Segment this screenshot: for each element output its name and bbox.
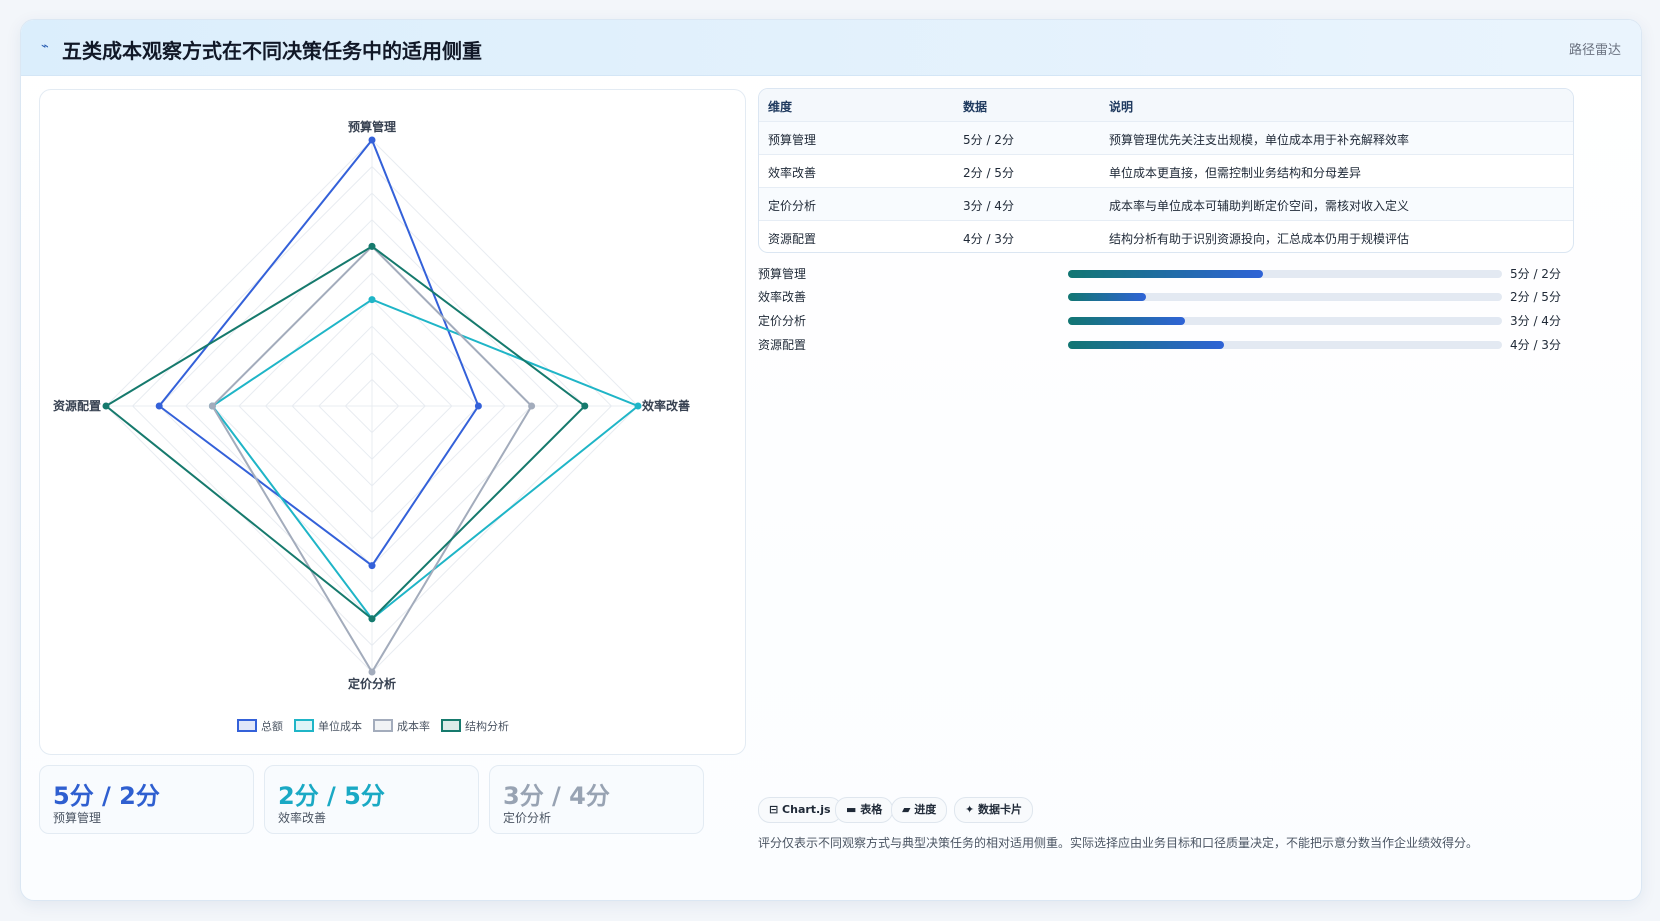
table-header-row: 维度 数据 说明 — [759, 89, 1573, 122]
table-cell: 预算管理优先关注支出规模，单位成本用于补充解释效率 — [1109, 133, 1410, 147]
table-cell: 2分 / 5分 — [963, 166, 1014, 180]
progress-value: 3分 / 4分 — [1510, 314, 1561, 328]
kpi-label: 效率改善 — [278, 811, 327, 825]
table-cell: 3分 / 4分 — [963, 199, 1014, 213]
progress-fill — [1068, 270, 1264, 278]
table-header-cell: 维度 — [768, 100, 793, 114]
radar-chart-panel: 预算管理效率改善定价分析 资源配置总额 单位成本 成本率 结构分析 — [39, 89, 746, 755]
radar-icon: ⌁ — [41, 39, 49, 54]
axis-label: 预算管理 — [348, 119, 396, 134]
progress-label: 预算管理 — [758, 267, 807, 281]
progress-fill — [1068, 293, 1147, 301]
table-row: 预算管理 5分 / 2分 预算管理优先关注支出规模，单位成本用于补充解释效率 — [759, 121, 1573, 155]
data-point — [528, 402, 536, 410]
header-tag: 路径雷达 — [1568, 43, 1621, 58]
progress-row: 资源配置 4分 / 3分 — [758, 336, 1578, 356]
chip-chartjs[interactable]: ⊟ Chart.js — [758, 797, 842, 823]
legend-label: 总额 — [261, 719, 283, 733]
data-point — [368, 136, 376, 144]
progress-track — [1068, 293, 1502, 301]
table-header-cell: 说明 — [1109, 100, 1134, 114]
chip-data-card[interactable]: ✦ 数据卡片 — [954, 797, 1034, 823]
data-point — [155, 402, 163, 410]
table-row: 定价分析 3分 / 4分 成本率与单位成本可辅助判断定价空间，需核对收入定义 — [759, 187, 1573, 221]
kpi-value: 3分 / 4分 — [503, 782, 610, 810]
progress-label: 资源配置 — [758, 338, 807, 352]
data-point — [368, 242, 376, 250]
kpi-card: 2分 / 5分 效率改善 — [264, 765, 479, 834]
progress-value: 5分 / 2分 — [1510, 267, 1561, 281]
data-point — [368, 615, 376, 623]
table-cell: 5分 / 2分 — [963, 133, 1014, 147]
chip-progress[interactable]: ▰ 进度 — [891, 797, 948, 823]
main-card: ⌁ 五类成本观察方式在不同决策任务中的适用侧重 路径雷达 预算管理 效率改善 定价分… — [20, 19, 1642, 901]
progress-label: 效率改善 — [758, 290, 807, 304]
progress-value: 4分 / 3分 — [1510, 338, 1561, 352]
data-point — [634, 402, 642, 410]
axis-label: 定价分析 — [348, 676, 396, 691]
table-cell: 效率改善 — [768, 166, 817, 180]
data-point — [368, 562, 376, 570]
kpi-card: 3分 / 4分 定价分析 — [489, 765, 704, 834]
progress-track — [1068, 341, 1502, 349]
progress-track — [1068, 270, 1502, 278]
table-cell: 预算管理 — [768, 133, 817, 147]
chip-table[interactable]: ▬ 表格 — [835, 797, 894, 823]
table-cell: 成本率与单位成本可辅助判断定价空间，需核对收入定义 — [1109, 199, 1410, 213]
table-cell: 资源配置 — [768, 232, 817, 246]
data-point — [102, 402, 110, 410]
data-point — [368, 296, 376, 304]
kpi-label: 预算管理 — [53, 811, 102, 825]
kpi-value: 2分 / 5分 — [278, 782, 385, 810]
data-point — [208, 402, 216, 410]
progress-value: 2分 / 5分 — [1510, 290, 1561, 304]
progress-row: 定价分析 3分 / 4分 — [758, 312, 1578, 332]
legend-swatch — [237, 719, 257, 732]
progress-label: 定价分析 — [758, 314, 807, 328]
table-header-cell: 数据 — [963, 100, 988, 114]
legend-swatch — [441, 719, 461, 732]
table-cell: 4分 / 3分 — [963, 232, 1014, 246]
table-cell: 结构分析有助于识别资源投向，汇总成本仍用于规模评估 — [1109, 232, 1410, 246]
axis-label: 资源配置 — [53, 398, 101, 413]
data-point — [581, 402, 589, 410]
data-point — [474, 402, 482, 410]
progress-track — [1068, 317, 1502, 325]
legend-swatch — [294, 719, 314, 732]
progress-row: 效率改善 2分 / 5分 — [758, 288, 1578, 308]
progress-fill — [1068, 341, 1225, 349]
legend-swatch — [373, 719, 393, 732]
page-title: 五类成本观察方式在不同决策任务中的适用侧重 — [62, 39, 482, 63]
table-row: 效率改善 2分 / 5分 单位成本更直接，但需控制业务结构和分母差异 — [759, 154, 1573, 188]
table-row: 资源配置 4分 / 3分 结构分析有助于识别资源投向，汇总成本仍用于规模评估 — [759, 220, 1573, 252]
table-cell: 定价分析 — [768, 199, 817, 213]
data-table: 维度 数据 说明 预算管理 5分 / 2分 预算管理优先关注支出规模，单位成本用… — [758, 88, 1574, 253]
legend-label: 单位成本 — [318, 719, 362, 733]
kpi-value: 5分 / 2分 — [53, 782, 160, 810]
footnote: 评分仅表示不同观察方式与典型决策任务的相对适用侧重。实际选择应由业务目标和口径质… — [758, 836, 1479, 850]
header-bar: ⌁ 五类成本观察方式在不同决策任务中的适用侧重 路径雷达 — [21, 20, 1641, 76]
kpi-label: 定价分析 — [503, 811, 552, 825]
legend-label: 结构分析 — [465, 719, 509, 733]
progress-fill — [1068, 317, 1186, 325]
table-cell: 单位成本更直接，但需控制业务结构和分母差异 — [1109, 166, 1362, 180]
kpi-card: 5分 / 2分 预算管理 — [39, 765, 254, 834]
legend-label: 成本率 — [397, 719, 430, 733]
progress-row: 预算管理 5分 / 2分 — [758, 265, 1578, 285]
axis-label: 效率改善 — [642, 398, 690, 413]
data-point — [368, 668, 376, 676]
